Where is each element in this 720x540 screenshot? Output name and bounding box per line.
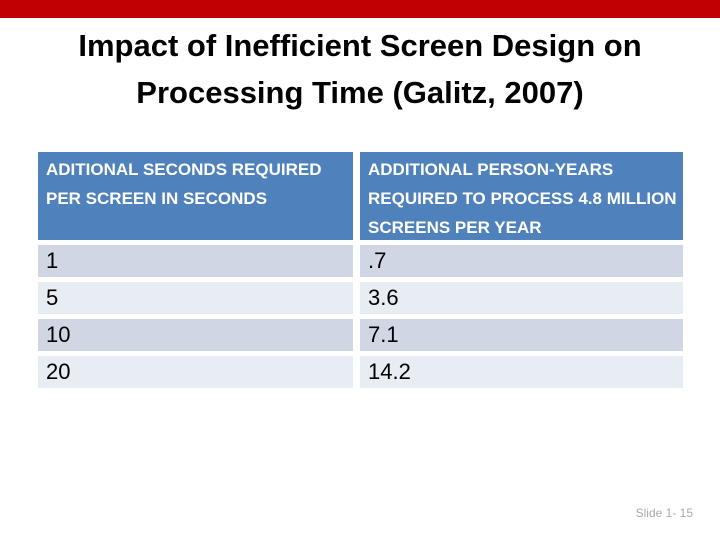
title-line-1: Impact of Inefficient Screen Design on <box>78 28 642 63</box>
table-cell: .7 <box>360 245 683 277</box>
table-cell: 14.2 <box>360 356 683 388</box>
title-line-2: Processing Time (Galitz, 2007) <box>136 75 584 110</box>
table-cell: 1 <box>38 245 353 277</box>
table-cell: 5 <box>38 282 353 314</box>
slide-number: Slide 1- 15 <box>635 506 693 520</box>
table-cell: 3.6 <box>360 282 683 314</box>
results-table: ADITIONAL SECONDS REQUIRED PER SCREEN IN… <box>38 152 683 388</box>
table-header-cell-right: ADDITIONAL PERSON-YEARS REQUIRED TO PROC… <box>360 152 683 240</box>
table-cell: 7.1 <box>360 319 683 351</box>
slide-title: Impact of Inefficient Screen Design on P… <box>0 22 720 116</box>
table-header-cell-left: ADITIONAL SECONDS REQUIRED PER SCREEN IN… <box>38 152 353 240</box>
table-cell: 20 <box>38 356 353 388</box>
accent-bar <box>0 0 720 18</box>
table-cell: 10 <box>38 319 353 351</box>
